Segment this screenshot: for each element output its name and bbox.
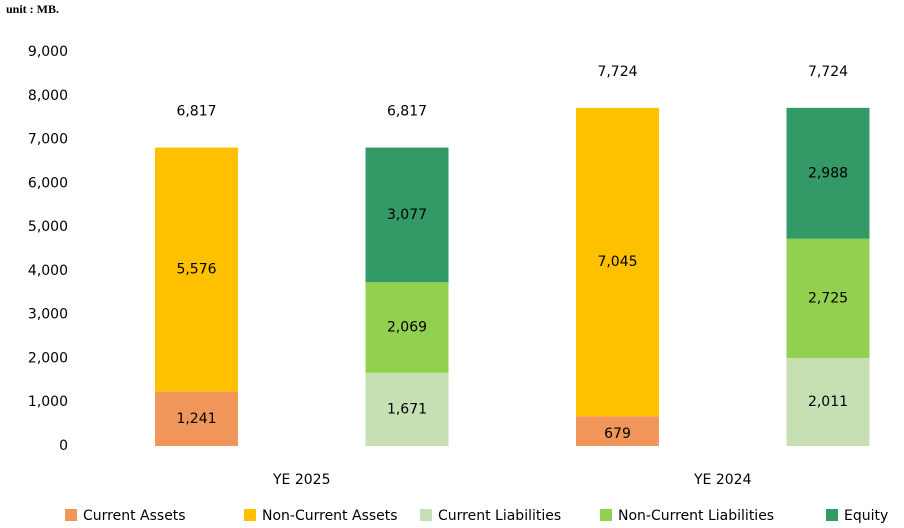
legend-label: Non-Current Assets: [262, 508, 398, 524]
value-label: 3,077: [387, 207, 427, 223]
value-label: 679: [604, 426, 631, 442]
legend-swatch: [420, 509, 432, 521]
value-label: 1,241: [176, 411, 216, 427]
y-tick-label: 5,000: [28, 219, 68, 235]
legend-label: Equity: [844, 508, 888, 524]
legend-swatch: [244, 509, 256, 521]
y-tick-label: 7,000: [28, 132, 68, 148]
y-tick-label: 6,000: [28, 175, 68, 191]
y-tick-label: 4,000: [28, 263, 68, 279]
bar-segment: [155, 391, 238, 446]
unit-label: unit : MB.: [6, 2, 59, 16]
total-label: 6,817: [387, 104, 427, 120]
legend-label: Current Liabilities: [438, 508, 561, 524]
y-tick-label: 2,000: [28, 350, 68, 366]
bar-segment: [365, 147, 449, 283]
legend-label: Current Assets: [83, 508, 186, 524]
total-label: 7,724: [808, 64, 848, 80]
legend-swatch: [65, 509, 77, 521]
value-label: 2,988: [808, 165, 848, 181]
x-tick-label: YE 2024: [693, 472, 752, 488]
x-tick-label: YE 2025: [272, 472, 330, 488]
value-label: 1,671: [387, 401, 427, 417]
legend-swatch: [826, 509, 838, 521]
y-tick-label: 3,000: [28, 307, 68, 323]
value-label: 5,576: [176, 262, 216, 278]
total-label: 7,724: [597, 64, 637, 80]
y-tick-label: 1,000: [28, 394, 68, 410]
bar-segment: [155, 147, 238, 392]
bar-segment: [786, 107, 870, 239]
bar-segment: [786, 238, 870, 358]
legend-label: Non-Current Liabilities: [618, 508, 774, 524]
y-tick-label: 8,000: [28, 88, 68, 104]
bar-segment: [786, 357, 870, 446]
bar-segment: [365, 282, 449, 373]
bar-segment: [576, 416, 659, 446]
value-label: 2,725: [808, 290, 848, 306]
value-label: 7,045: [597, 254, 637, 270]
legend-swatch: [600, 509, 612, 521]
bar-segment: [365, 372, 449, 446]
y-tick-label: 9,000: [28, 44, 68, 60]
bar-segment: [576, 107, 659, 417]
y-tick-label: 0: [59, 438, 68, 454]
value-label: 2,069: [387, 320, 427, 336]
value-label: 2,011: [808, 394, 848, 410]
total-label: 6,817: [176, 104, 216, 120]
